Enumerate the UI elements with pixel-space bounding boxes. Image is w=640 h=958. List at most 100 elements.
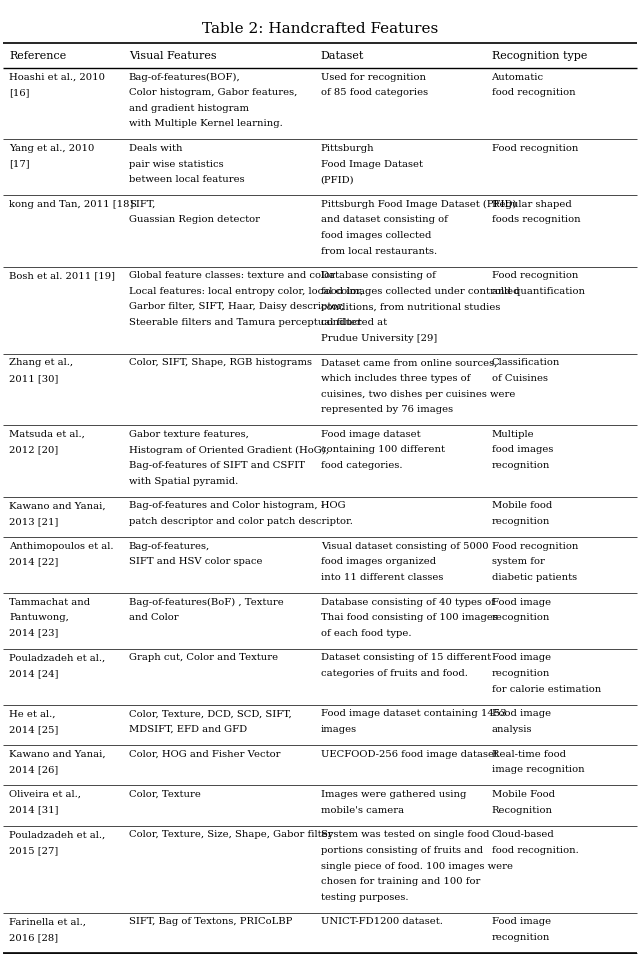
Text: Food recognition: Food recognition	[492, 541, 578, 551]
Text: Multiple: Multiple	[492, 430, 534, 439]
Text: categories of fruits and food.: categories of fruits and food.	[321, 669, 467, 678]
Text: food recognition.: food recognition.	[492, 846, 579, 855]
Text: UNICT-FD1200 dataset.: UNICT-FD1200 dataset.	[321, 918, 442, 926]
Text: Farinella et al.,: Farinella et al.,	[9, 918, 86, 926]
Text: Graph cut, Color and Texture: Graph cut, Color and Texture	[129, 653, 278, 663]
Text: Bag-of-features(BoF) , Texture: Bag-of-features(BoF) , Texture	[129, 598, 284, 606]
Text: Regular shaped: Regular shaped	[492, 200, 572, 209]
Text: Garbor filter, SIFT, Haar, Daisy descriptor,: Garbor filter, SIFT, Haar, Daisy descrip…	[129, 303, 344, 311]
Text: containing 100 different: containing 100 different	[321, 445, 445, 454]
Text: represented by 76 images: represented by 76 images	[321, 405, 452, 414]
Text: conducted at: conducted at	[321, 318, 387, 327]
Text: recognition: recognition	[492, 933, 550, 942]
Text: [17]: [17]	[9, 160, 29, 169]
Text: Pouladzadeh et al.,: Pouladzadeh et al.,	[9, 831, 105, 839]
Text: Recognition type: Recognition type	[492, 51, 587, 60]
Text: food categories.: food categories.	[321, 461, 402, 470]
Text: food images collected under controlled: food images collected under controlled	[321, 286, 519, 296]
Text: food images: food images	[492, 445, 553, 454]
Text: for calorie estimation: for calorie estimation	[492, 685, 601, 694]
Text: Food recognition: Food recognition	[492, 271, 578, 281]
Text: Automatic: Automatic	[492, 73, 543, 81]
Text: Visual dataset consisting of 5000: Visual dataset consisting of 5000	[321, 541, 488, 551]
Text: recognition: recognition	[492, 517, 550, 526]
Text: (PFID): (PFID)	[321, 175, 355, 184]
Text: 2014 [25]: 2014 [25]	[9, 725, 58, 734]
Text: which includes three types of: which includes three types of	[321, 374, 470, 383]
Text: with Multiple Kernel learning.: with Multiple Kernel learning.	[129, 119, 282, 128]
Text: Dataset: Dataset	[321, 51, 364, 60]
Text: Bosh et al. 2011 [19]: Bosh et al. 2011 [19]	[9, 271, 115, 281]
Text: portions consisting of fruits and: portions consisting of fruits and	[321, 846, 483, 855]
Text: Database consisting of 40 types of: Database consisting of 40 types of	[321, 598, 495, 606]
Text: Bag-of-features,: Bag-of-features,	[129, 541, 210, 551]
Text: Anthimopoulos et al.: Anthimopoulos et al.	[9, 541, 113, 551]
Text: Local features: local entropy color, local color,: Local features: local entropy color, loc…	[129, 286, 363, 296]
Text: recognition: recognition	[492, 461, 550, 470]
Text: with Spatial pyramid.: with Spatial pyramid.	[129, 476, 238, 486]
Text: Global feature classes: texture and color: Global feature classes: texture and colo…	[129, 271, 335, 281]
Text: Color, Texture, DCD, SCD, SIFT,: Color, Texture, DCD, SCD, SIFT,	[129, 710, 291, 718]
Text: Color, Texture: Color, Texture	[129, 790, 200, 799]
Text: Yang et al., 2010: Yang et al., 2010	[9, 144, 94, 153]
Text: Pantuwong,: Pantuwong,	[9, 613, 69, 622]
Text: MDSIFT, EFD and GFD: MDSIFT, EFD and GFD	[129, 725, 247, 734]
Text: Food image dataset: Food image dataset	[321, 430, 420, 439]
Text: SIFT, Bag of Textons, PRICoLBP: SIFT, Bag of Textons, PRICoLBP	[129, 918, 292, 926]
Text: testing purposes.: testing purposes.	[321, 893, 408, 901]
Text: Deals with: Deals with	[129, 144, 182, 153]
Text: chosen for training and 100 for: chosen for training and 100 for	[321, 878, 480, 886]
Text: foods recognition: foods recognition	[492, 216, 580, 224]
Text: 2013 [21]: 2013 [21]	[9, 517, 58, 526]
Text: Matsuda et al.,: Matsuda et al.,	[9, 430, 85, 439]
Text: analysis: analysis	[492, 725, 532, 734]
Text: of 85 food categories: of 85 food categories	[321, 88, 428, 97]
Text: Classification: Classification	[492, 358, 560, 367]
Text: -: -	[321, 501, 324, 511]
Text: Oliveira et al.,: Oliveira et al.,	[9, 790, 81, 799]
Text: Tammachat and: Tammachat and	[9, 598, 90, 606]
Text: Color, SIFT, Shape, RGB histograms: Color, SIFT, Shape, RGB histograms	[129, 358, 312, 367]
Text: Dataset consisting of 15 different: Dataset consisting of 15 different	[321, 653, 491, 663]
Text: Bag-of-features(BOF),: Bag-of-features(BOF),	[129, 73, 241, 81]
Text: SIFT,: SIFT,	[129, 200, 155, 209]
Text: into 11 different classes: into 11 different classes	[321, 573, 443, 582]
Text: kong and Tan, 2011 [18]: kong and Tan, 2011 [18]	[9, 200, 133, 209]
Text: He et al.,: He et al.,	[9, 710, 56, 718]
Text: Gabor texture features,: Gabor texture features,	[129, 430, 248, 439]
Text: Color histogram, Gabor features,: Color histogram, Gabor features,	[129, 88, 297, 97]
Text: UECFOOD-256 food image dataset: UECFOOD-256 food image dataset	[321, 750, 498, 759]
Text: single piece of food. 100 images were: single piece of food. 100 images were	[321, 861, 513, 871]
Text: cuisines, two dishes per cuisines were: cuisines, two dishes per cuisines were	[321, 390, 515, 399]
Text: of Cuisines: of Cuisines	[492, 374, 548, 383]
Text: food images organized: food images organized	[321, 558, 436, 566]
Text: recognition: recognition	[492, 613, 550, 622]
Text: recognition: recognition	[492, 669, 550, 678]
Text: 2014 [26]: 2014 [26]	[9, 765, 58, 774]
Text: image recognition: image recognition	[492, 765, 584, 774]
Text: 2014 [31]: 2014 [31]	[9, 806, 58, 814]
Text: patch descriptor and color patch descriptor.: patch descriptor and color patch descrip…	[129, 517, 353, 526]
Text: Pouladzadeh et al.,: Pouladzadeh et al.,	[9, 653, 105, 663]
Text: Bag-of-features and Color histogram, HOG: Bag-of-features and Color histogram, HOG	[129, 501, 345, 511]
Text: Color, HOG and Fisher Vector: Color, HOG and Fisher Vector	[129, 750, 280, 759]
Text: Prudue University [29]: Prudue University [29]	[321, 333, 437, 343]
Text: Guassian Region detector: Guassian Region detector	[129, 216, 260, 224]
Text: Food image dataset containing 1453: Food image dataset containing 1453	[321, 710, 506, 718]
Text: and gradient histogram: and gradient histogram	[129, 103, 249, 113]
Text: Food image: Food image	[492, 918, 550, 926]
Text: 2014 [22]: 2014 [22]	[9, 558, 58, 566]
Text: Reference: Reference	[9, 51, 66, 60]
Text: Steerable filters and Tamura perceptual filter: Steerable filters and Tamura perceptual …	[129, 318, 361, 327]
Text: 2014 [24]: 2014 [24]	[9, 669, 58, 678]
Text: Table 2: Handcrafted Features: Table 2: Handcrafted Features	[202, 22, 438, 36]
Text: Real-time food: Real-time food	[492, 750, 566, 759]
Text: Dataset came from online sources,: Dataset came from online sources,	[321, 358, 497, 367]
Text: from local restaurants.: from local restaurants.	[321, 246, 436, 256]
Text: Zhang et al.,: Zhang et al.,	[9, 358, 73, 367]
Text: Cloud-based: Cloud-based	[492, 831, 554, 839]
Text: of each food type.: of each food type.	[321, 628, 411, 638]
Text: and quantification: and quantification	[492, 286, 584, 296]
Text: Visual Features: Visual Features	[129, 51, 216, 60]
Text: 2015 [27]: 2015 [27]	[9, 846, 58, 855]
